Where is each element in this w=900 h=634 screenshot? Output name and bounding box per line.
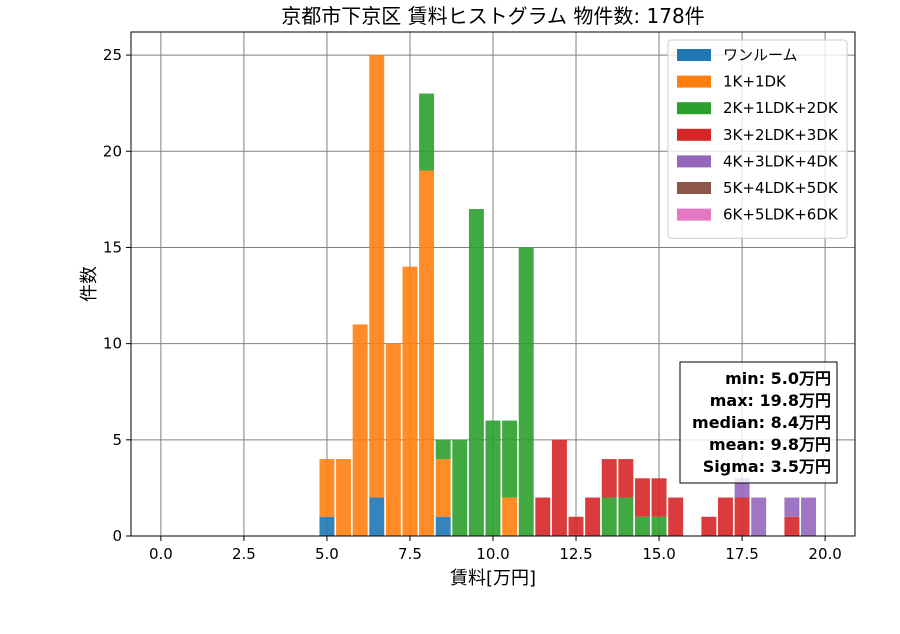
axis-ticks: 0.0 2.5 5.0 7.5 10.0 12.5 15.0 17.5 20.0 0 5 10 15 20… <box>103 46 842 563</box>
bar-segment <box>518 247 534 536</box>
bar-segment <box>435 439 451 460</box>
x-tick-label: 20.0 <box>808 545 841 563</box>
legend-label: 2K+1LDK+2DK <box>723 99 839 117</box>
bar-segment <box>634 478 650 517</box>
y-tick-label: 25 <box>103 46 122 64</box>
bar-segment <box>751 497 767 536</box>
x-tick-label: 15.0 <box>642 545 675 563</box>
y-axis-label: 件数 <box>79 266 100 302</box>
bar-segment <box>718 497 733 536</box>
legend-label: ワンルーム <box>723 46 798 64</box>
legend-label: 4K+3LDK+4DK <box>723 152 839 170</box>
bar-segment <box>651 516 667 536</box>
legend-label: 3K+2LDK+3DK <box>723 126 839 144</box>
bar-segment <box>419 170 435 536</box>
legend: ワンルーム 1K+1DK 2K+1LDK+2DK 3K+2LDK+3DK 4K+3LDK… <box>667 39 848 239</box>
bar-segment <box>734 497 750 536</box>
bar-segment <box>618 497 634 536</box>
bar-segment <box>551 439 567 536</box>
x-tick-label: 2.5 <box>232 545 256 563</box>
bar-segment <box>568 516 584 536</box>
stats-line: Sigma: 3.5万円 <box>703 457 831 476</box>
x-tick-label: 12.5 <box>559 545 592 563</box>
bar-segment <box>801 497 816 536</box>
x-axis-label: 賃料[万円] <box>450 568 536 589</box>
x-tick-label: 5.0 <box>315 545 339 563</box>
bar-segment <box>369 497 385 536</box>
y-tick-label: 10 <box>103 335 122 353</box>
bar-segment <box>452 439 468 536</box>
x-tick-label: 10.0 <box>476 545 509 563</box>
chart-title: 京都市下京区 賃料ヒストグラム 物件数: 178件 <box>281 4 704 28</box>
bar-segment <box>651 478 667 517</box>
bar-segment <box>784 516 800 536</box>
bar-segment <box>336 459 352 536</box>
stats-line: median: 8.4万円 <box>692 413 831 432</box>
bar-segment <box>485 420 501 536</box>
bar-segment <box>352 324 368 536</box>
legend-swatch <box>677 128 711 141</box>
bar-segment <box>535 497 551 536</box>
legend-label: 6K+5LDK+6DK <box>723 206 839 224</box>
legend-swatch <box>677 155 711 168</box>
x-tick-label: 7.5 <box>398 545 422 563</box>
stats-frame <box>679 361 838 484</box>
bar-segment <box>502 497 518 536</box>
legend-frame <box>667 39 848 239</box>
legend-label: 1K+1DK <box>723 73 787 91</box>
bar-segment <box>402 266 418 536</box>
bar-segment <box>668 497 684 536</box>
bar-segment <box>601 497 617 536</box>
bar-segment <box>601 459 617 498</box>
legend-swatch <box>677 208 711 221</box>
bar-segment <box>618 459 634 498</box>
y-tick-label: 20 <box>103 142 122 160</box>
legend-swatch <box>677 102 711 115</box>
bar-segment <box>369 55 385 498</box>
y-tick-label: 0 <box>112 527 122 545</box>
bar-segment <box>435 516 451 536</box>
bar-segment <box>319 516 335 536</box>
bar-segment <box>784 497 800 517</box>
legend-swatch <box>677 75 711 88</box>
bar-segment <box>385 343 401 536</box>
stats-box: min: 5.0万円 max: 19.8万円 median: 8.4万円 mean: … <box>679 361 838 484</box>
stats-line: mean: 9.8万円 <box>709 435 831 454</box>
bars <box>319 55 816 536</box>
y-tick-label: 5 <box>112 431 122 449</box>
x-tick-label: 17.5 <box>725 545 758 563</box>
x-tick-label: 0.0 <box>149 545 173 563</box>
y-tick-label: 15 <box>103 238 122 256</box>
bar-segment <box>468 208 484 536</box>
legend-swatch <box>677 49 711 61</box>
bar-segment <box>419 93 435 171</box>
stats-line: max: 19.8万円 <box>710 391 831 410</box>
bar-segment <box>319 459 335 517</box>
bar-segment <box>502 420 518 498</box>
bar-segment <box>585 497 601 536</box>
legend-label: 5K+4LDK+5DK <box>723 179 839 197</box>
stats-line: min: 5.0万円 <box>725 369 831 388</box>
legend-swatch <box>677 182 711 194</box>
bar-segment <box>634 516 650 536</box>
bar-segment <box>435 459 451 517</box>
bar-segment <box>701 516 717 536</box>
